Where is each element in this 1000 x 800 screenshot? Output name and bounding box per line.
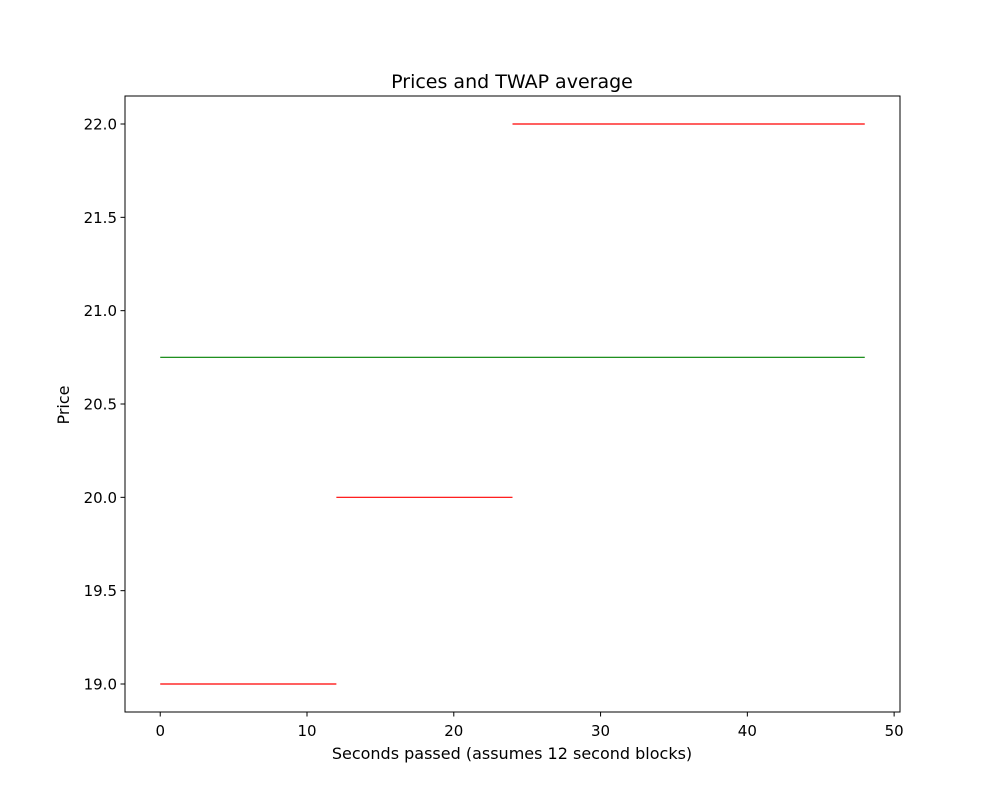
y-tick-label: 21.0 — [84, 302, 117, 320]
y-tick-label: 19.0 — [84, 676, 117, 694]
x-tick-label: 40 — [738, 722, 757, 740]
y-tick-label: 20.0 — [84, 489, 117, 507]
x-tick-label: 30 — [591, 722, 610, 740]
plot-area — [160, 123, 865, 685]
chart-title: Prices and TWAP average — [391, 71, 633, 93]
y-tick-label: 19.5 — [84, 582, 117, 600]
x-axis-ticks: 0 10 20 30 40 50 — [155, 712, 904, 740]
x-tick-label: 50 — [885, 722, 904, 740]
x-tick-label: 0 — [155, 722, 165, 740]
x-tick-label: 20 — [444, 722, 463, 740]
x-tick-label: 10 — [297, 722, 316, 740]
y-tick-label: 21.5 — [84, 209, 117, 227]
y-tick-label: 22.0 — [84, 116, 117, 134]
y-axis-label: Price — [54, 385, 73, 424]
y-tick-label: 20.5 — [84, 396, 117, 414]
x-axis-label: Seconds passed (assumes 12 second blocks… — [332, 744, 692, 763]
axes-frame — [124, 95, 901, 713]
y-axis-ticks: 19.0 19.5 20.0 20.5 21.0 21.5 22.0 — [84, 116, 125, 694]
